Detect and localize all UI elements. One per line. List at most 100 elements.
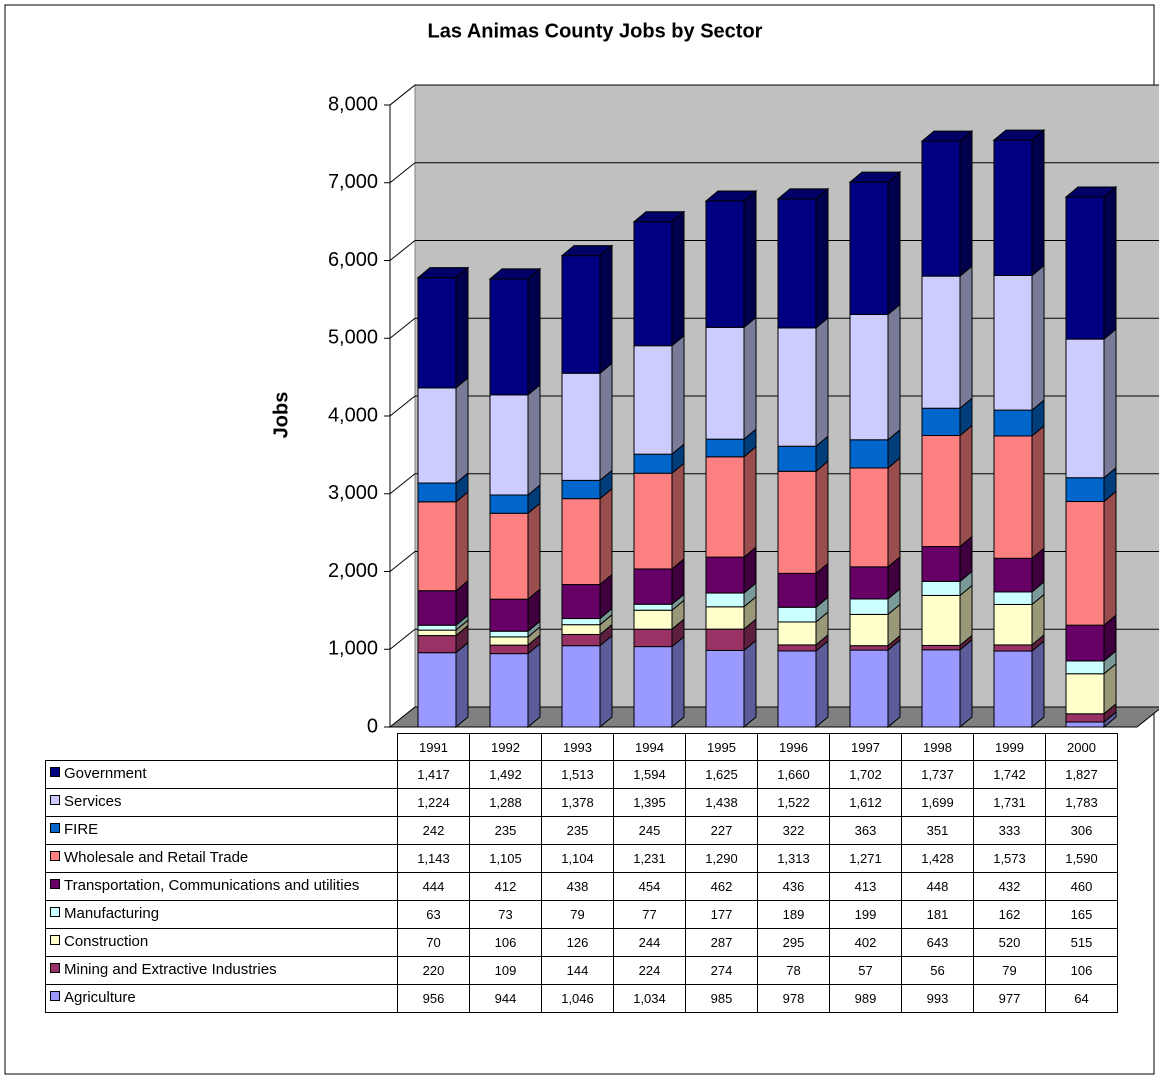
- bar: [777, 644, 817, 652]
- bar-top: [632, 211, 686, 223]
- bar: [777, 198, 817, 329]
- bar-side: [455, 490, 469, 592]
- table-value: 944: [469, 984, 542, 1013]
- table-value: 462: [685, 872, 758, 901]
- bar-side: [455, 266, 469, 389]
- bar: [705, 606, 745, 630]
- bar: [417, 624, 457, 631]
- table-row: Agriculture 956 944 1,046 1,034 985 978 989 993 9…: [45, 984, 1118, 1013]
- bar: [777, 327, 817, 447]
- x-tick-label: 1993: [541, 733, 614, 761]
- bar: [561, 633, 601, 647]
- table-value: 956: [397, 984, 470, 1013]
- table-value: 444: [397, 872, 470, 901]
- grid-line-side: [389, 628, 416, 650]
- bar: [417, 277, 457, 389]
- bar: [561, 645, 601, 728]
- legend-key: [50, 767, 60, 777]
- bar: [705, 438, 745, 458]
- legend-key: [50, 935, 60, 945]
- table-value: 287: [685, 928, 758, 957]
- grid-line-side: [389, 551, 416, 572]
- table-value: 181: [901, 900, 974, 929]
- table-value: 1,573: [973, 844, 1046, 873]
- legend-cell: Agriculture: [45, 984, 398, 1013]
- table-value: 448: [901, 872, 974, 901]
- bar: [1065, 713, 1105, 723]
- table-value: 79: [541, 900, 614, 929]
- bar: [633, 472, 673, 570]
- table-value: 177: [685, 900, 758, 929]
- table-value: 1,313: [757, 844, 830, 873]
- bar: [705, 556, 745, 594]
- y-tick-label: 8,000: [328, 93, 378, 115]
- bar: [849, 313, 889, 441]
- bar-side: [671, 635, 685, 729]
- table-value: 363: [829, 816, 902, 845]
- table-value: 515: [1045, 928, 1118, 957]
- bar: [705, 200, 745, 328]
- table-value: 1,271: [829, 844, 902, 873]
- legend-key: [50, 823, 60, 833]
- bar-side: [815, 187, 829, 329]
- bar: [705, 649, 745, 728]
- bar-side: [671, 210, 685, 347]
- bar: [993, 591, 1033, 605]
- bar-side: [455, 641, 469, 729]
- y-tick-label: 6,000: [328, 249, 378, 271]
- legend-label: Manufacturing: [64, 905, 160, 922]
- table-value: 126: [541, 928, 614, 957]
- y-tick-label: 7,000: [328, 171, 378, 193]
- bar: [993, 603, 1033, 646]
- bar: [705, 456, 745, 558]
- bar: [489, 278, 529, 396]
- table-value: 1,104: [541, 844, 614, 873]
- legend-cell: Manufacturing: [45, 900, 398, 929]
- bar-top: [416, 267, 470, 279]
- table-value: 245: [613, 816, 686, 845]
- table-value: 1,378: [541, 788, 614, 817]
- bar-side: [887, 303, 901, 441]
- bar: [561, 372, 601, 481]
- bar: [777, 470, 817, 574]
- table-value: 1,395: [613, 788, 686, 817]
- table-value: 1,034: [613, 984, 686, 1013]
- x-tick-label: 1991: [397, 733, 470, 761]
- bar: [993, 275, 1033, 411]
- y-tick-label: 5,000: [328, 327, 378, 349]
- table-value: 274: [685, 956, 758, 985]
- bar: [921, 594, 961, 646]
- table-value: 1,590: [1045, 844, 1118, 873]
- table-value: 106: [469, 928, 542, 957]
- bar-side: [599, 634, 613, 729]
- bar: [921, 649, 961, 728]
- legend-key: [50, 963, 60, 973]
- legend-label: Mining and Extractive Industries: [64, 961, 277, 978]
- table-row: FIRE 242 235 235 245 227 322 363 351 333 306: [45, 816, 1118, 845]
- legend-key: [50, 991, 60, 1001]
- table-value: 322: [757, 816, 830, 845]
- bar: [561, 583, 601, 620]
- table-header-row: 1991 1992 1993 1994 1995 1996 1997 1998 1999 2000: [46, 733, 1118, 761]
- bar-side: [815, 639, 829, 729]
- table-value: 70: [397, 928, 470, 957]
- bar: [993, 650, 1033, 728]
- bar: [417, 590, 457, 626]
- table-value: 993: [901, 984, 974, 1013]
- data-table: 1991 1992 1993 1994 1995 1996 1997 1998 1999 2000…: [45, 733, 1118, 1013]
- table-value: 235: [541, 816, 614, 845]
- table-value: 165: [1045, 900, 1118, 929]
- table-value: 1,731: [973, 788, 1046, 817]
- table-value: 199: [829, 900, 902, 929]
- legend-cell: Transportation, Communications and utili…: [45, 872, 398, 901]
- grid-line-side: [389, 162, 416, 184]
- legend-cell: Construction: [45, 928, 398, 957]
- bar: [993, 409, 1033, 437]
- table-value: 1,224: [397, 788, 470, 817]
- chart-title: Las Animas County Jobs by Sector: [428, 20, 763, 42]
- bar: [993, 557, 1033, 593]
- bar-side: [1103, 185, 1117, 341]
- table-row: Government 1,417 1,492 1,513 1,594 1,625 1,660…: [45, 760, 1118, 789]
- bar-side: [527, 383, 541, 497]
